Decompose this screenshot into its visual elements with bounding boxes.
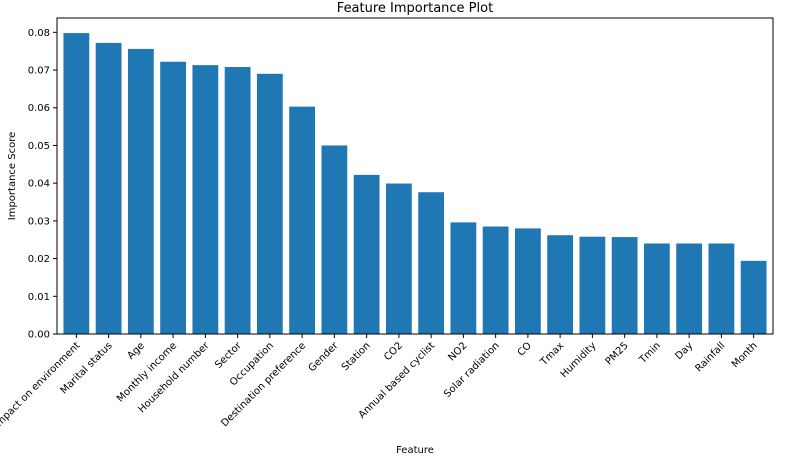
y-tick-label-8: 0.08 (28, 28, 50, 39)
bar-0 (63, 33, 90, 334)
x-tick-label-18: Tmin (637, 340, 663, 366)
y-tick-label-7: 0.07 (28, 66, 50, 77)
x-tick-label-21: Month (730, 340, 760, 370)
bars-layer (63, 33, 767, 335)
y-axis: 0.00 0.01 0.02 0.03 0.04 0.05 0.06 0.07 0.08 (28, 28, 57, 341)
bar-3 (160, 61, 187, 335)
bar-2 (127, 48, 154, 335)
chart-title: Feature Importance Plot (337, 1, 493, 16)
bar-7 (289, 106, 316, 335)
x-axis-label: Feature (396, 445, 434, 456)
bar-10 (385, 183, 412, 334)
bar-11 (418, 192, 445, 334)
bar-4 (192, 65, 219, 334)
bar-16 (579, 236, 606, 334)
y-tick-label-3: 0.03 (28, 216, 50, 227)
y-tick-label-1: 0.01 (28, 292, 50, 303)
bar-13 (482, 226, 509, 334)
y-tick-label-2: 0.02 (28, 254, 50, 265)
x-tick-label-12: NO2 (446, 340, 469, 363)
plot-frame (56, 17, 774, 335)
y-tick-label-5: 0.05 (28, 141, 50, 152)
bar-1 (95, 42, 122, 334)
bar-20 (708, 243, 735, 334)
bar-18 (643, 243, 670, 334)
x-tick-label-16: Humidity (559, 340, 599, 380)
x-tick-label-19: Day (674, 340, 696, 362)
x-tick-label-2: Age (126, 340, 147, 361)
bar-19 (676, 243, 703, 334)
bar-5 (224, 67, 251, 335)
x-tick-label-9: Station (340, 340, 373, 373)
y-tick-label-4: 0.04 (28, 179, 50, 190)
bar-8 (321, 145, 348, 334)
bar-17 (611, 237, 638, 334)
x-tick-label-13: Solar radiation (442, 340, 502, 400)
x-tick-label-10: CO2 (382, 340, 405, 363)
bar-6 (256, 73, 283, 334)
bar-9 (353, 174, 380, 334)
x-tick-label-14: CO (516, 340, 534, 358)
x-tick-label-17: PM25 (604, 340, 631, 367)
x-tick-label-5: Sector (213, 340, 244, 371)
y-tick-label-0: 0.00 (28, 330, 50, 341)
x-tick-label-8: Gender (307, 340, 341, 374)
x-tick-label-15: Tmax (538, 340, 566, 368)
bar-15 (547, 235, 574, 334)
x-tick-label-3: Monthly income (115, 340, 179, 404)
y-axis-label: Importance Score (7, 132, 18, 221)
bar-12 (450, 222, 477, 334)
x-tick-label-20: Rainfall (693, 340, 727, 374)
bar-14 (514, 228, 541, 334)
bar-21 (740, 260, 767, 334)
y-tick-label-6: 0.06 (28, 103, 50, 114)
